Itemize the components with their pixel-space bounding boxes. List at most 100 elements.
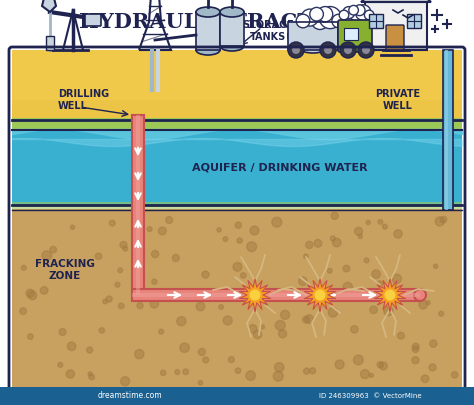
Bar [445, 50, 448, 210]
Bar [12, 130, 462, 205]
Bar [196, 12, 220, 50]
Circle shape [235, 368, 241, 373]
Polygon shape [385, 290, 395, 300]
Circle shape [354, 5, 365, 16]
Circle shape [219, 305, 223, 309]
Circle shape [364, 258, 369, 263]
Circle shape [59, 328, 66, 335]
Circle shape [351, 326, 358, 333]
Bar [12, 118, 462, 130]
Circle shape [202, 271, 209, 278]
Text: PRIVATE
WELL: PRIVATE WELL [375, 89, 420, 111]
Circle shape [88, 372, 92, 376]
Circle shape [362, 46, 370, 54]
Circle shape [426, 301, 430, 305]
Circle shape [175, 370, 180, 375]
Circle shape [203, 357, 209, 363]
Circle shape [380, 362, 387, 370]
Circle shape [339, 10, 349, 20]
Circle shape [310, 7, 323, 21]
Circle shape [147, 227, 152, 232]
Bar [46, 36, 54, 50]
Circle shape [279, 330, 287, 338]
Circle shape [370, 306, 377, 313]
Circle shape [183, 369, 189, 375]
Bar [288, 22, 338, 50]
Circle shape [26, 289, 34, 297]
Text: AQUIFER / DRINKING WATER: AQUIFER / DRINKING WATER [192, 163, 368, 173]
Circle shape [349, 5, 358, 15]
Polygon shape [239, 279, 271, 311]
Circle shape [233, 262, 242, 271]
Circle shape [340, 42, 356, 58]
Circle shape [354, 355, 363, 365]
Circle shape [350, 9, 362, 21]
Circle shape [320, 42, 336, 58]
Circle shape [198, 380, 203, 385]
Circle shape [301, 9, 319, 26]
Bar [443, 50, 453, 210]
Circle shape [377, 362, 383, 368]
Circle shape [281, 310, 290, 319]
Circle shape [306, 241, 313, 249]
Circle shape [217, 228, 221, 232]
Bar [12, 100, 462, 120]
Circle shape [421, 375, 429, 383]
Polygon shape [374, 279, 406, 311]
Bar [288, 22, 338, 50]
Ellipse shape [220, 7, 244, 17]
Circle shape [412, 346, 419, 352]
Circle shape [118, 303, 124, 309]
Circle shape [406, 291, 410, 296]
Circle shape [235, 222, 241, 228]
Circle shape [240, 273, 246, 278]
Circle shape [66, 370, 74, 378]
Circle shape [109, 220, 115, 226]
Circle shape [288, 42, 304, 58]
Bar [407, 14, 421, 28]
Circle shape [302, 316, 310, 323]
Circle shape [304, 254, 308, 259]
Circle shape [305, 315, 313, 323]
Circle shape [433, 264, 438, 269]
Circle shape [412, 343, 419, 350]
FancyBboxPatch shape [386, 25, 404, 51]
Circle shape [172, 254, 179, 262]
Circle shape [360, 370, 369, 379]
Bar [132, 293, 420, 297]
Circle shape [310, 368, 316, 374]
Circle shape [28, 291, 36, 300]
Circle shape [384, 306, 393, 315]
Circle shape [120, 377, 129, 386]
Circle shape [160, 370, 166, 375]
Bar [369, 14, 383, 28]
Circle shape [358, 234, 362, 239]
Circle shape [40, 287, 48, 294]
Circle shape [196, 302, 205, 311]
Circle shape [27, 334, 33, 339]
Text: ID 246309963  © VectorMine: ID 246309963 © VectorMine [319, 393, 421, 399]
Circle shape [123, 246, 128, 251]
Circle shape [166, 217, 173, 224]
Circle shape [356, 5, 371, 20]
Circle shape [67, 342, 76, 351]
Circle shape [150, 300, 158, 308]
FancyBboxPatch shape [338, 20, 372, 52]
Circle shape [275, 320, 285, 330]
Polygon shape [42, 0, 56, 12]
Ellipse shape [220, 41, 244, 51]
Circle shape [330, 236, 336, 241]
Circle shape [378, 220, 383, 224]
Circle shape [311, 13, 328, 30]
Circle shape [328, 308, 337, 317]
Polygon shape [315, 290, 325, 300]
Bar [12, 202, 462, 210]
Circle shape [70, 225, 74, 229]
FancyBboxPatch shape [85, 14, 101, 26]
Text: DRILLING
WELL: DRILLING WELL [58, 89, 109, 111]
Circle shape [237, 238, 242, 243]
Circle shape [344, 46, 352, 54]
Circle shape [151, 250, 159, 258]
Text: FRACKING
ZONE: FRACKING ZONE [35, 259, 95, 281]
Circle shape [363, 290, 370, 297]
